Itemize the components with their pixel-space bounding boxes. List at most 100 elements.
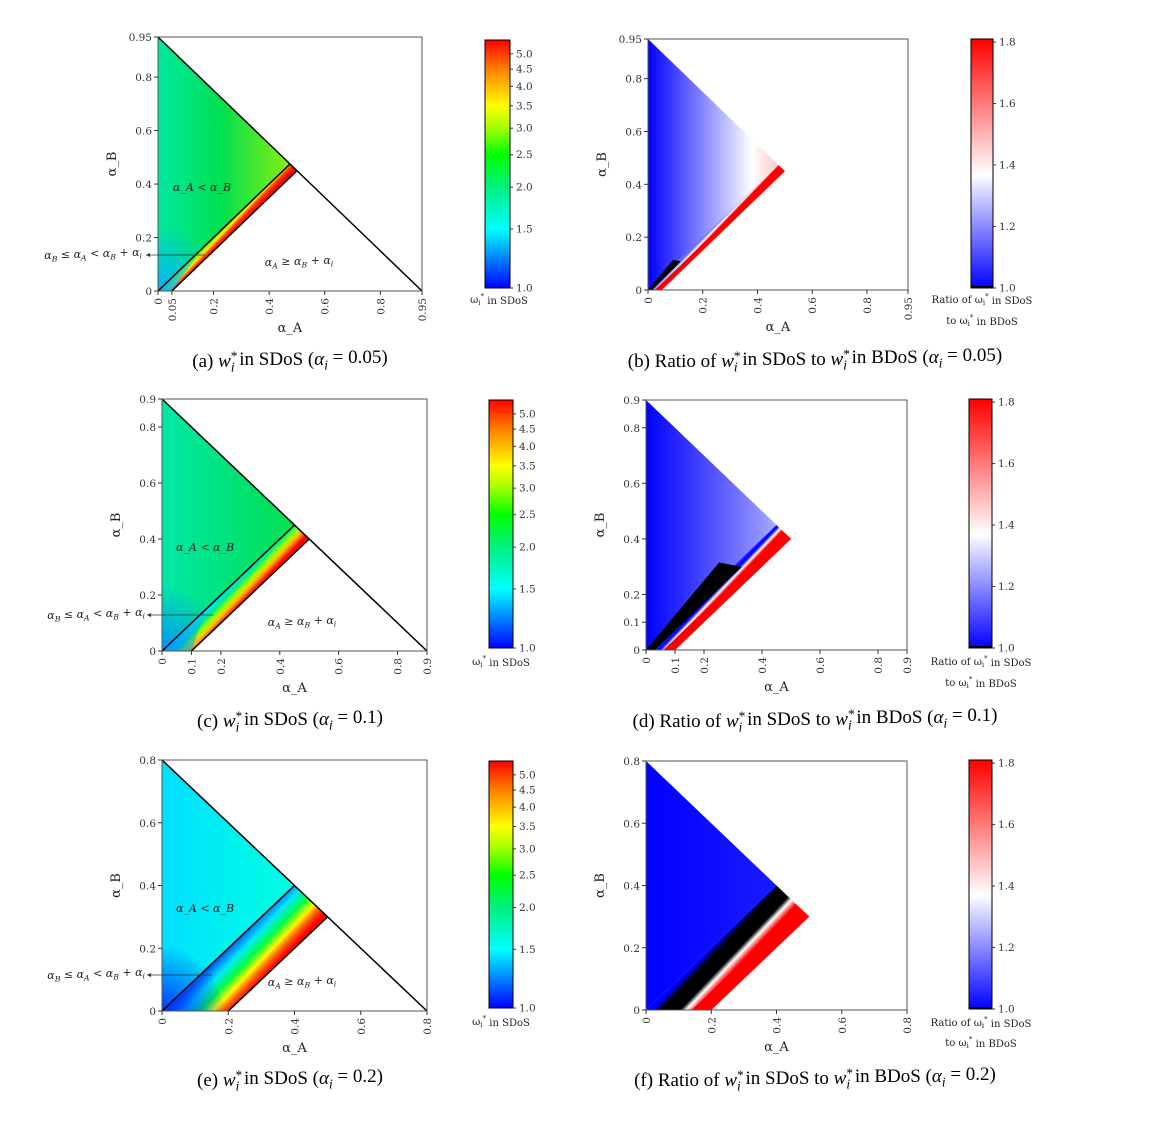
x-tick-label: 0.4 xyxy=(290,1018,302,1035)
y-tick-label: 0.2 xyxy=(139,590,156,602)
colorbar xyxy=(971,39,993,288)
colorbar xyxy=(489,400,513,648)
heatmap-region-upper xyxy=(646,761,777,1010)
heatmap-region-strip xyxy=(648,164,785,290)
y-tick-label: 0 xyxy=(633,645,640,657)
x-tick-label: 0.4 xyxy=(264,298,276,315)
y-tick-label: 0.1 xyxy=(623,617,640,629)
colorbar-tick-label: 1.2 xyxy=(998,942,1015,954)
colorbar-tick-label: 5.0 xyxy=(516,48,533,60)
annotation-region-lower: αA​ ≥ αB​ + αi​ xyxy=(265,254,334,270)
colorbar-tick-label: 2.5 xyxy=(519,870,536,882)
heatmap-red-band xyxy=(654,167,785,290)
y-tick-label: 0.2 xyxy=(135,233,152,245)
annotation-region-strip: αB​ ≤ αA​ < αB​ + αi​ xyxy=(47,966,145,983)
colorbar-tick-label: 1.0 xyxy=(998,643,1015,655)
colorbar-black-band xyxy=(971,286,993,288)
colorbar-tick-label: 1.6 xyxy=(998,458,1015,470)
boundary-line-alpha-i xyxy=(227,916,329,1012)
boundary-line-equal xyxy=(161,884,296,1012)
caption: (e) w*i​ in SDoS (αi​ = 0.2) xyxy=(197,1066,383,1094)
x-tick-label: 0.6 xyxy=(320,298,332,315)
caption: (c) w*i​ in SDoS (αi​ = 0.1) xyxy=(197,707,383,735)
boundary-line-equal xyxy=(161,524,296,652)
x-tick-label: 0.8 xyxy=(902,1017,914,1034)
y-tick-label: 0.4 xyxy=(139,881,156,893)
colorbar-tick-label: 3.0 xyxy=(519,843,536,855)
colorbar-tick-label: 4.5 xyxy=(519,424,536,436)
colorbar-label: Ratio of ωi​*​ in SDoS xyxy=(931,654,1032,669)
colorbar-tick-label: 3.5 xyxy=(519,821,536,833)
annotation-region-lower: αA​ ≥ αB​ + αi​ xyxy=(268,974,337,990)
y-tick-label: 0.2 xyxy=(139,943,156,955)
colorbar-label: to ωi​*​ in BDoS xyxy=(945,1035,1017,1050)
colorbar-tick-label: 3.0 xyxy=(519,483,536,495)
y-tick-label: 0.4 xyxy=(135,179,152,191)
x-tick-label: 0 xyxy=(157,1018,169,1025)
arrow-head-icon xyxy=(147,613,151,617)
y-axis-label: α_B xyxy=(109,873,124,898)
colorbar xyxy=(969,760,992,1009)
y-tick-label: 0.2 xyxy=(625,232,642,244)
x-axis-label: α_A xyxy=(282,681,307,696)
plot-frame xyxy=(161,398,428,652)
x-axis-label: α_A xyxy=(278,321,303,336)
x-tick-label: 0.95 xyxy=(903,297,915,320)
panel-f: 0 0.2 0.4 0.6 0.8 0 0.2 0.4 0.6 0.8 α_A α_B 1.0 1.2 1.… xyxy=(593,756,1032,1094)
y-tick-label: 0 xyxy=(635,285,642,297)
plot-frame xyxy=(647,38,909,291)
heatmap-red-band xyxy=(663,533,791,650)
heatmap-low-corner xyxy=(162,935,229,1011)
y-tick-label: 0.6 xyxy=(139,478,156,490)
colorbar-label: Ratio of ωi​*​ in SDoS xyxy=(932,292,1033,307)
colorbar-label: ωi​*​ in SDoS xyxy=(472,1014,530,1029)
colorbar-tick-label: 2.5 xyxy=(519,509,536,521)
y-tick-label: 0.6 xyxy=(139,818,156,830)
boundary-line-alpha-i xyxy=(190,538,310,652)
colorbar-tick-label: 1.0 xyxy=(999,283,1016,295)
colorbar-label: to ωi​*​ in BDoS xyxy=(945,675,1017,690)
colorbar-tick-label: 1.5 xyxy=(519,944,536,956)
colorbar-label: Ratio of ωi​*​ in SDoS xyxy=(931,1015,1032,1030)
heatmap-low-corner xyxy=(158,214,203,291)
plot-frame xyxy=(645,399,908,651)
x-tick-label: 0.9 xyxy=(902,657,914,674)
y-tick-label: 0.2 xyxy=(623,589,640,601)
x-tick-label: 0.8 xyxy=(375,298,387,315)
x-tick-label: 0.8 xyxy=(873,657,885,674)
y-tick-label: 0.8 xyxy=(139,422,156,434)
x-tick-label: 0.8 xyxy=(862,297,874,314)
colorbar-tick-label: 1.2 xyxy=(999,221,1016,233)
boundary-line-alpha-i xyxy=(171,170,298,292)
x-tick-label: 0.6 xyxy=(815,657,827,674)
y-tick-label: 0.4 xyxy=(625,179,642,191)
colorbar-frame xyxy=(970,38,994,289)
y-tick-label: 0.2 xyxy=(623,943,640,955)
y-tick-label: 0.9 xyxy=(139,394,156,406)
x-tick-label: 0.4 xyxy=(757,657,769,674)
x-tick-label: 0 xyxy=(153,298,165,305)
colorbar-black-band xyxy=(969,646,992,648)
colorbar xyxy=(969,399,992,648)
colorbar-tick-label: 1.4 xyxy=(998,520,1015,532)
y-tick-label: 0.4 xyxy=(623,881,640,893)
x-tick-label: 0.6 xyxy=(807,297,819,314)
heatmap-region-strip xyxy=(646,885,810,1010)
colorbar-tick-label: 2.0 xyxy=(519,542,536,554)
colorbar-tick-label: 1.0 xyxy=(519,643,536,655)
colorbar-tick-label: 1.0 xyxy=(516,283,533,295)
colorbar-tick-label: 1.6 xyxy=(999,98,1016,110)
colorbar-tick-label: 4.0 xyxy=(516,81,533,93)
colorbar-label: ωi​*​ in SDoS xyxy=(470,292,528,307)
annotation-region-upper: α_A < α_B xyxy=(173,181,231,194)
annotation-region-upper: α_A < α_B xyxy=(176,541,234,554)
x-tick-label: 0 xyxy=(643,297,655,304)
caption: (a) w*i​ in SDoS (αi​ = 0.05) xyxy=(192,347,387,375)
y-tick-label: 0.8 xyxy=(139,755,156,767)
colorbar-frame xyxy=(484,39,511,289)
colorbar-tick-label: 1.0 xyxy=(519,1003,536,1015)
colorbar-frame xyxy=(968,759,993,1010)
colorbar-black-band xyxy=(969,1007,992,1009)
colorbar-tick-label: 2.5 xyxy=(516,149,533,161)
